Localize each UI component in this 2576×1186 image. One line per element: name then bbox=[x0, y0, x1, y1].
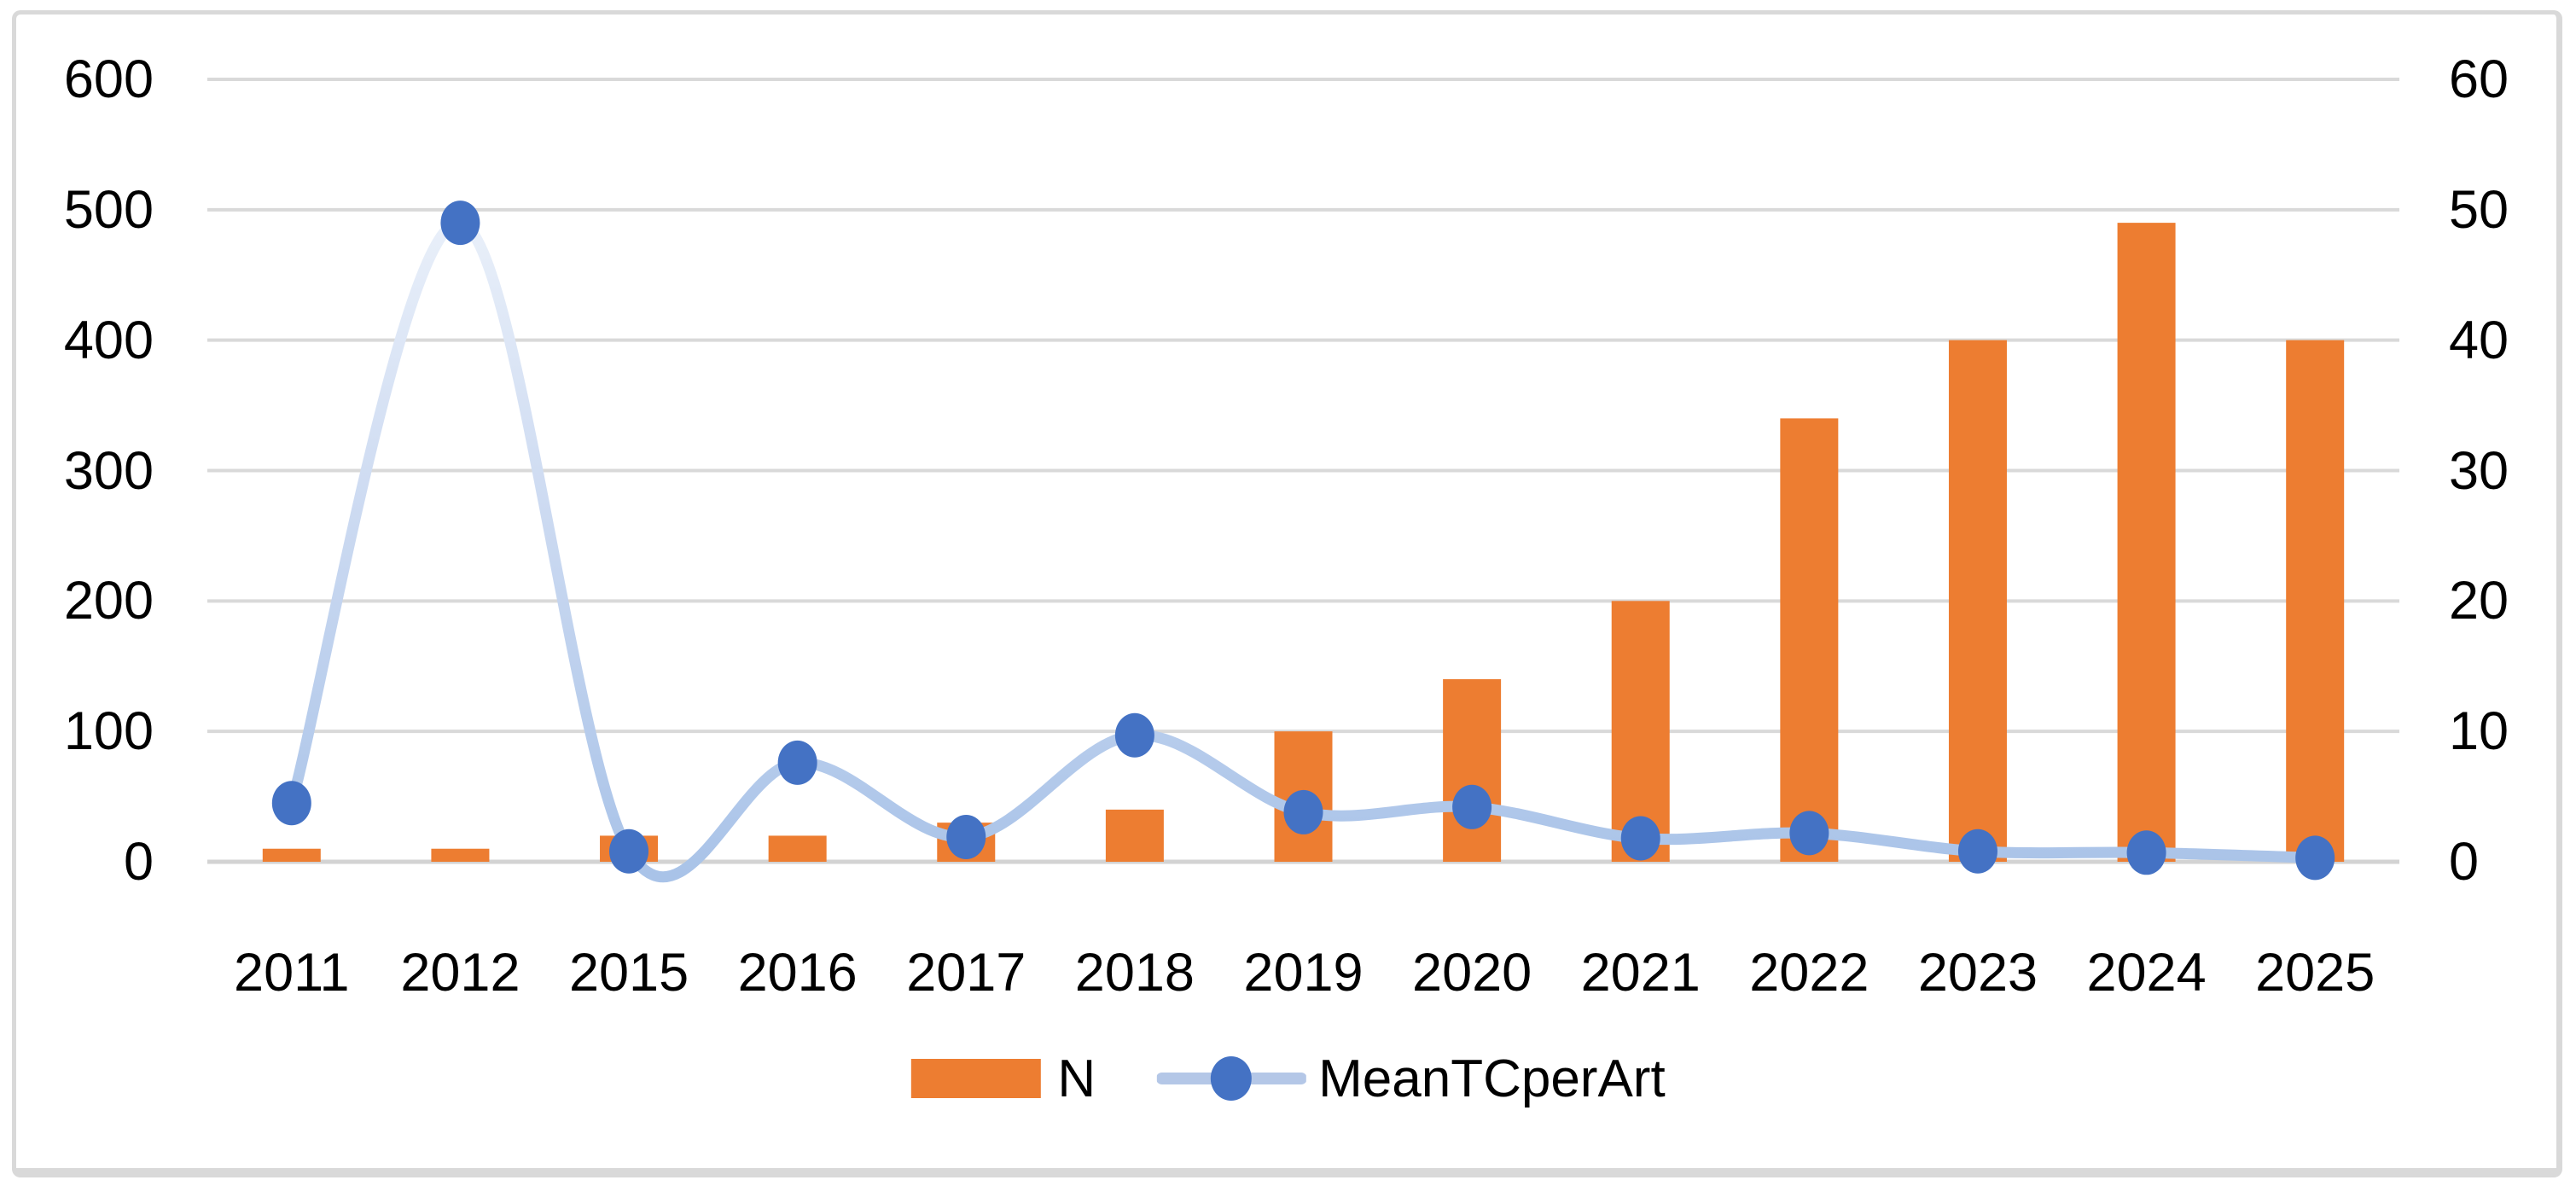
left-axis-tick-500: 500 bbox=[63, 179, 154, 240]
x-axis-label-2012: 2012 bbox=[400, 943, 520, 1003]
x-axis-label-2022: 2022 bbox=[1749, 943, 1869, 1003]
marker-2018 bbox=[1114, 712, 1154, 758]
right-axis-tick-50: 50 bbox=[2449, 179, 2509, 240]
marker-2015 bbox=[609, 828, 649, 874]
left-axis-tick-400: 400 bbox=[63, 310, 154, 370]
x-axis-label-2020: 2020 bbox=[1412, 943, 1532, 1003]
left-axis-tick-100: 100 bbox=[63, 701, 154, 762]
x-axis-label-2015: 2015 bbox=[568, 943, 689, 1003]
right-axis-tick-40: 40 bbox=[2449, 310, 2509, 370]
marker-2011 bbox=[271, 781, 311, 826]
left-axis-tick-0: 0 bbox=[123, 832, 154, 892]
right-axis-tick-0: 0 bbox=[2449, 832, 2480, 892]
marker-2017 bbox=[946, 814, 986, 859]
bar-2011 bbox=[262, 848, 321, 862]
right-axis-tick-20: 20 bbox=[2449, 571, 2509, 631]
marker-2019 bbox=[1283, 789, 1323, 834]
x-axis-label-2023: 2023 bbox=[1917, 943, 2038, 1003]
bar-2023 bbox=[1948, 340, 2007, 863]
x-axis-label-2011: 2011 bbox=[234, 943, 350, 1003]
marker-2023 bbox=[1957, 828, 1997, 874]
bar-2018 bbox=[1105, 809, 1164, 862]
bar-series-swatch bbox=[910, 1059, 1041, 1098]
bar-2020 bbox=[1443, 679, 1502, 862]
x-axis-label-2019: 2019 bbox=[1243, 943, 1364, 1003]
marker-2025 bbox=[2295, 835, 2335, 881]
line-series-marker-icon bbox=[1157, 1056, 1307, 1101]
bar-2024 bbox=[2117, 223, 2176, 862]
marker-2020 bbox=[1452, 784, 1492, 829]
x-axis-label-2018: 2018 bbox=[1074, 943, 1195, 1003]
x-axis-label-2017: 2017 bbox=[906, 943, 1026, 1003]
marker-2024 bbox=[2126, 830, 2166, 875]
left-axis-tick-300: 300 bbox=[63, 440, 154, 501]
x-axis-label-2025: 2025 bbox=[2255, 943, 2375, 1003]
left-axis-tick-200: 200 bbox=[63, 571, 154, 631]
right-axis-tick-60: 60 bbox=[2449, 49, 2509, 109]
marker-2012 bbox=[440, 201, 480, 246]
bar-2012 bbox=[431, 848, 490, 862]
bar-2016 bbox=[768, 835, 827, 862]
marker-2021 bbox=[1620, 816, 1660, 861]
marker-2016 bbox=[777, 740, 817, 785]
right-axis-tick-30: 30 bbox=[2449, 440, 2509, 501]
legend: N MeanTCperArt bbox=[910, 1046, 1666, 1111]
x-axis-label-2021: 2021 bbox=[1580, 943, 1701, 1003]
legend-label-n: N bbox=[1057, 1049, 1096, 1108]
bar-2025 bbox=[2286, 340, 2345, 863]
left-axis-tick-600: 600 bbox=[63, 49, 154, 109]
x-axis-label-2016: 2016 bbox=[737, 943, 858, 1003]
bar-2022 bbox=[1780, 418, 1839, 862]
x-axis-label-2024: 2024 bbox=[2086, 943, 2207, 1003]
marker-2022 bbox=[1789, 811, 1829, 856]
right-axis-tick-10: 10 bbox=[2449, 701, 2509, 762]
legend-label-meantcperart: MeanTCperArt bbox=[1318, 1049, 1666, 1108]
